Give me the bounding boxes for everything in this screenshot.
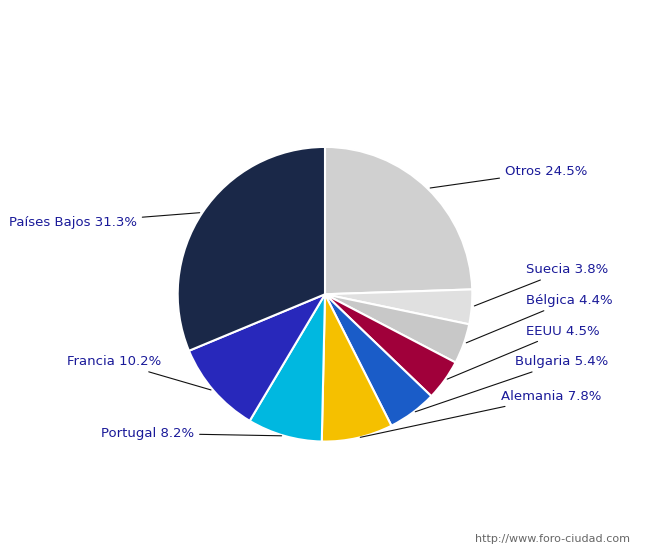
- Text: Alemania 7.8%: Alemania 7.8%: [360, 390, 601, 437]
- Text: Portugal 8.2%: Portugal 8.2%: [101, 427, 281, 440]
- Wedge shape: [325, 294, 432, 426]
- Wedge shape: [177, 147, 325, 351]
- Text: EEUU 4.5%: EEUU 4.5%: [447, 324, 599, 379]
- Wedge shape: [189, 294, 325, 421]
- Text: Bélgica 4.4%: Bélgica 4.4%: [466, 294, 612, 343]
- Text: Suecia 3.8%: Suecia 3.8%: [474, 263, 608, 306]
- Text: http://www.foro-ciudad.com: http://www.foro-ciudad.com: [476, 535, 630, 544]
- Text: Francia 10.2%: Francia 10.2%: [67, 355, 211, 390]
- Wedge shape: [325, 147, 473, 294]
- Wedge shape: [325, 294, 456, 396]
- Text: Bulgaria 5.4%: Bulgaria 5.4%: [415, 355, 608, 412]
- Text: Peñafiel - Turistas extranjeros según país - Octubre de 2024: Peñafiel - Turistas extranjeros según pa…: [76, 12, 574, 28]
- Wedge shape: [325, 289, 473, 324]
- Text: Otros 24.5%: Otros 24.5%: [430, 165, 588, 188]
- Wedge shape: [325, 294, 469, 362]
- Wedge shape: [250, 294, 325, 442]
- Wedge shape: [322, 294, 391, 442]
- Text: Países Bajos 31.3%: Países Bajos 31.3%: [8, 213, 200, 229]
